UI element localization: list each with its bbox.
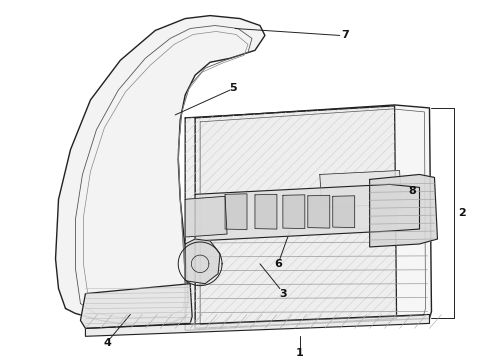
- Polygon shape: [185, 196, 227, 237]
- Polygon shape: [195, 184, 419, 241]
- Polygon shape: [80, 284, 192, 328]
- Polygon shape: [255, 194, 277, 229]
- Polygon shape: [308, 195, 330, 228]
- Text: 4: 4: [103, 338, 111, 348]
- Text: 5: 5: [229, 83, 237, 93]
- Text: 8: 8: [409, 186, 416, 196]
- Polygon shape: [320, 171, 401, 207]
- Polygon shape: [225, 194, 247, 230]
- Text: 2: 2: [459, 208, 466, 218]
- Polygon shape: [185, 239, 220, 284]
- Polygon shape: [195, 105, 432, 328]
- Text: 3: 3: [279, 289, 287, 298]
- Polygon shape: [369, 175, 438, 247]
- Text: 7: 7: [341, 31, 348, 40]
- Polygon shape: [283, 195, 305, 229]
- Polygon shape: [333, 196, 355, 228]
- Polygon shape: [85, 315, 429, 336]
- Polygon shape: [185, 106, 396, 330]
- Text: 1: 1: [296, 348, 304, 358]
- Polygon shape: [185, 106, 396, 330]
- Polygon shape: [55, 15, 265, 327]
- Text: 6: 6: [274, 259, 282, 269]
